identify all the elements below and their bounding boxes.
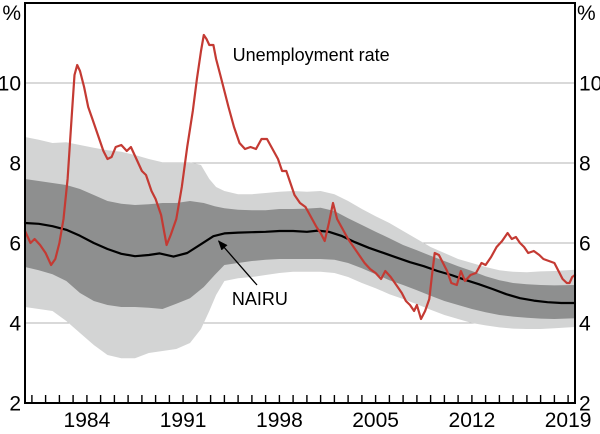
x-axis-label: 1984: [64, 409, 111, 432]
unit-label-left: %: [2, 2, 21, 25]
x-axis-label: 1998: [256, 409, 303, 432]
x-axis-label: 2012: [449, 409, 496, 432]
y-axis-label-right: 6: [579, 233, 591, 256]
y-axis-label-left: 6: [9, 233, 21, 256]
x-axis-label: 2005: [352, 409, 399, 432]
unemployment-rate-label: Unemployment rate: [233, 45, 390, 65]
y-axis-label-left: 8: [9, 153, 21, 176]
nairu-label: NAIRU: [232, 289, 288, 309]
annotations: Unemployment rate NAIRU: [217, 45, 390, 309]
confidence-bands: [25, 137, 575, 359]
y-axis-label-right: 2: [579, 393, 591, 416]
x-axis-label: 2019: [545, 409, 592, 432]
unit-label-right: %: [577, 2, 596, 25]
series-lines: [23, 33, 577, 321]
x-axis-label: 1991: [160, 409, 207, 432]
y-axis-label-left: 4: [9, 313, 21, 336]
confidence-band-70: [25, 179, 575, 319]
axis-ticks: [31, 395, 569, 402]
y-axis-label-left: 2: [9, 393, 21, 416]
y-axis-label-right: 10: [579, 73, 600, 96]
nairu-arrow: [217, 240, 258, 286]
y-axis-label-left: 10: [0, 73, 21, 96]
nairu-line: [23, 221, 577, 305]
unemployment-line: [23, 33, 577, 321]
plot-frame: [24, 2, 576, 404]
y-axis-label-right: 8: [579, 153, 591, 176]
y-axis-label-right: 4: [579, 313, 591, 336]
plot-border: [24, 2, 576, 404]
